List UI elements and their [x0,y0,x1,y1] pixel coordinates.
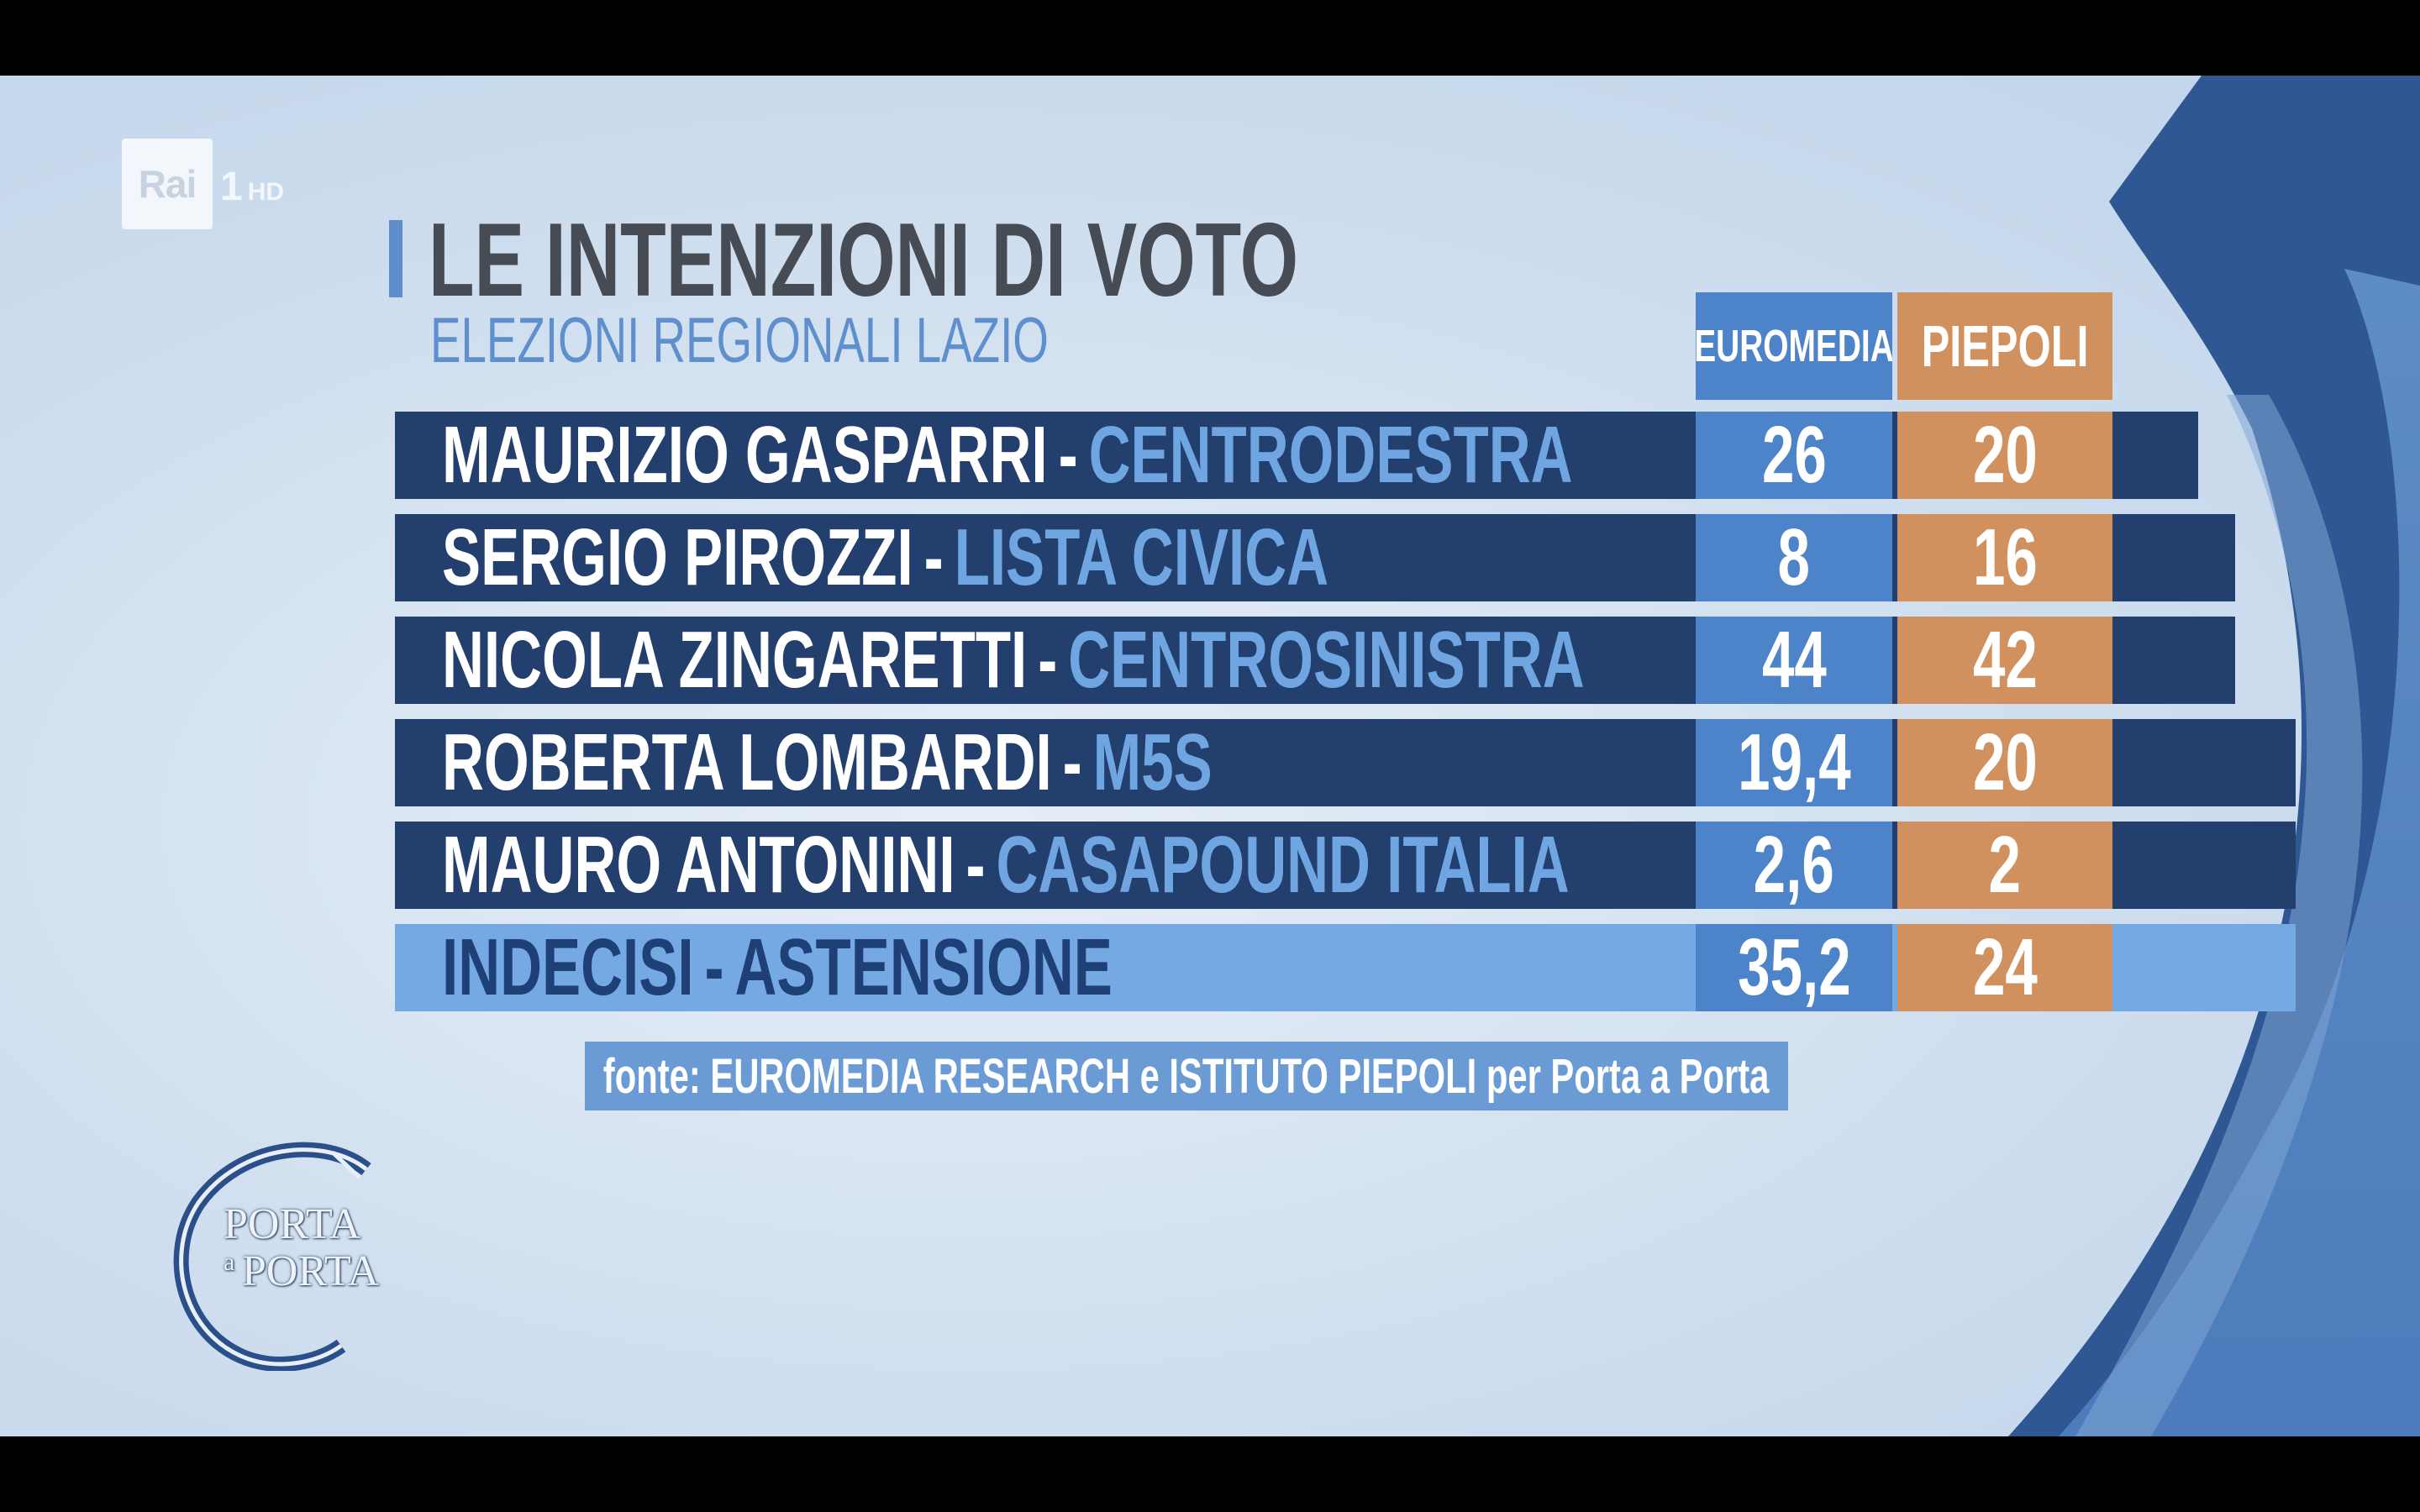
candidate-name: MAURIZIO GASPARRI [442,410,1048,500]
value-piepoli: 20 [1897,410,2112,500]
title-accent-bar [389,220,402,297]
value-piepoli: 16 [1897,512,2112,602]
party-name: CASAPOUND ITALIA [996,820,1570,910]
value-euromedia: 26 [1696,410,1892,500]
row-label: INDECISI - ASTENSIONE [442,927,1113,1008]
separator: - [1038,615,1058,705]
candidate-name: SERGIO PIROZZI [442,512,913,602]
decorative-swoosh [2008,76,2420,1436]
row-label: MAURIZIO GASPARRI - CENTRODESTRA [442,415,1573,496]
logo-text-line1: PORTA [224,1200,361,1248]
channel-indicator: 1 HD [220,164,284,210]
column-header-euromedia: EUROMEDIA [1696,292,1892,400]
hd-badge: HD [247,178,285,206]
party-name: ASTENSIONE [734,922,1113,1012]
value-piepoli: 20 [1897,717,2112,807]
row-label: NICOLA ZINGARETTI - CENTROSINISTRA [442,620,1585,701]
tv-screen: Rai 1 HD LE INTENZIONI DI VOTO ELEZIONI R… [0,76,2420,1436]
row-label: MAURO ANTONINI - CASAPOUND ITALIA [442,825,1570,906]
separator: - [1062,717,1082,807]
chart-subtitle: ELEZIONI REGIONALI LAZIO [430,305,1049,376]
value-euromedia: 19,4 [1696,717,1892,807]
separator: - [965,820,986,910]
party-name: CENTRODESTRA [1088,410,1573,500]
value-piepoli: 42 [1897,615,2112,705]
chart-title: LE INTENZIONI DI VOTO [429,202,1299,318]
value-euromedia: 35,2 [1696,922,1892,1012]
row-label: ROBERTA LOMBARDI - M5S [442,722,1213,803]
party-name: LISTA CIVICA [954,512,1329,602]
porta-a-porta-logo: PORTA a PORTA [165,1136,434,1372]
candidate-name: NICOLA ZINGARETTI [442,615,1028,705]
logo-text-line2: PORTA [242,1247,380,1295]
candidate-name: MAURO ANTONINI [442,820,955,910]
party-name: M5S [1092,717,1213,807]
value-piepoli: 24 [1897,922,2112,1012]
separator: - [704,922,724,1012]
column-header-piepoli: PIEPOLI [1897,292,2112,400]
candidate-name: ROBERTA LOMBARDI [442,717,1052,807]
logo-text-small: a [224,1248,235,1276]
value-euromedia: 2,6 [1696,820,1892,910]
party-name: CENTROSINISTRA [1068,615,1585,705]
separator: - [923,512,944,602]
value-euromedia: 44 [1696,615,1892,705]
channel-number: 1 [220,165,243,209]
logo-ring-icon [173,1142,371,1372]
row-label: SERGIO PIROZZI - LISTA CIVICA [442,517,1328,598]
value-piepoli: 2 [1897,820,2112,910]
separator: - [1058,410,1078,500]
candidate-name: INDECISI [442,922,694,1012]
source-caption: fonte: EUROMEDIA RESEARCH e ISTITUTO PIE… [585,1042,1788,1110]
value-euromedia: 8 [1696,512,1892,602]
rai-logo: Rai [122,139,213,229]
